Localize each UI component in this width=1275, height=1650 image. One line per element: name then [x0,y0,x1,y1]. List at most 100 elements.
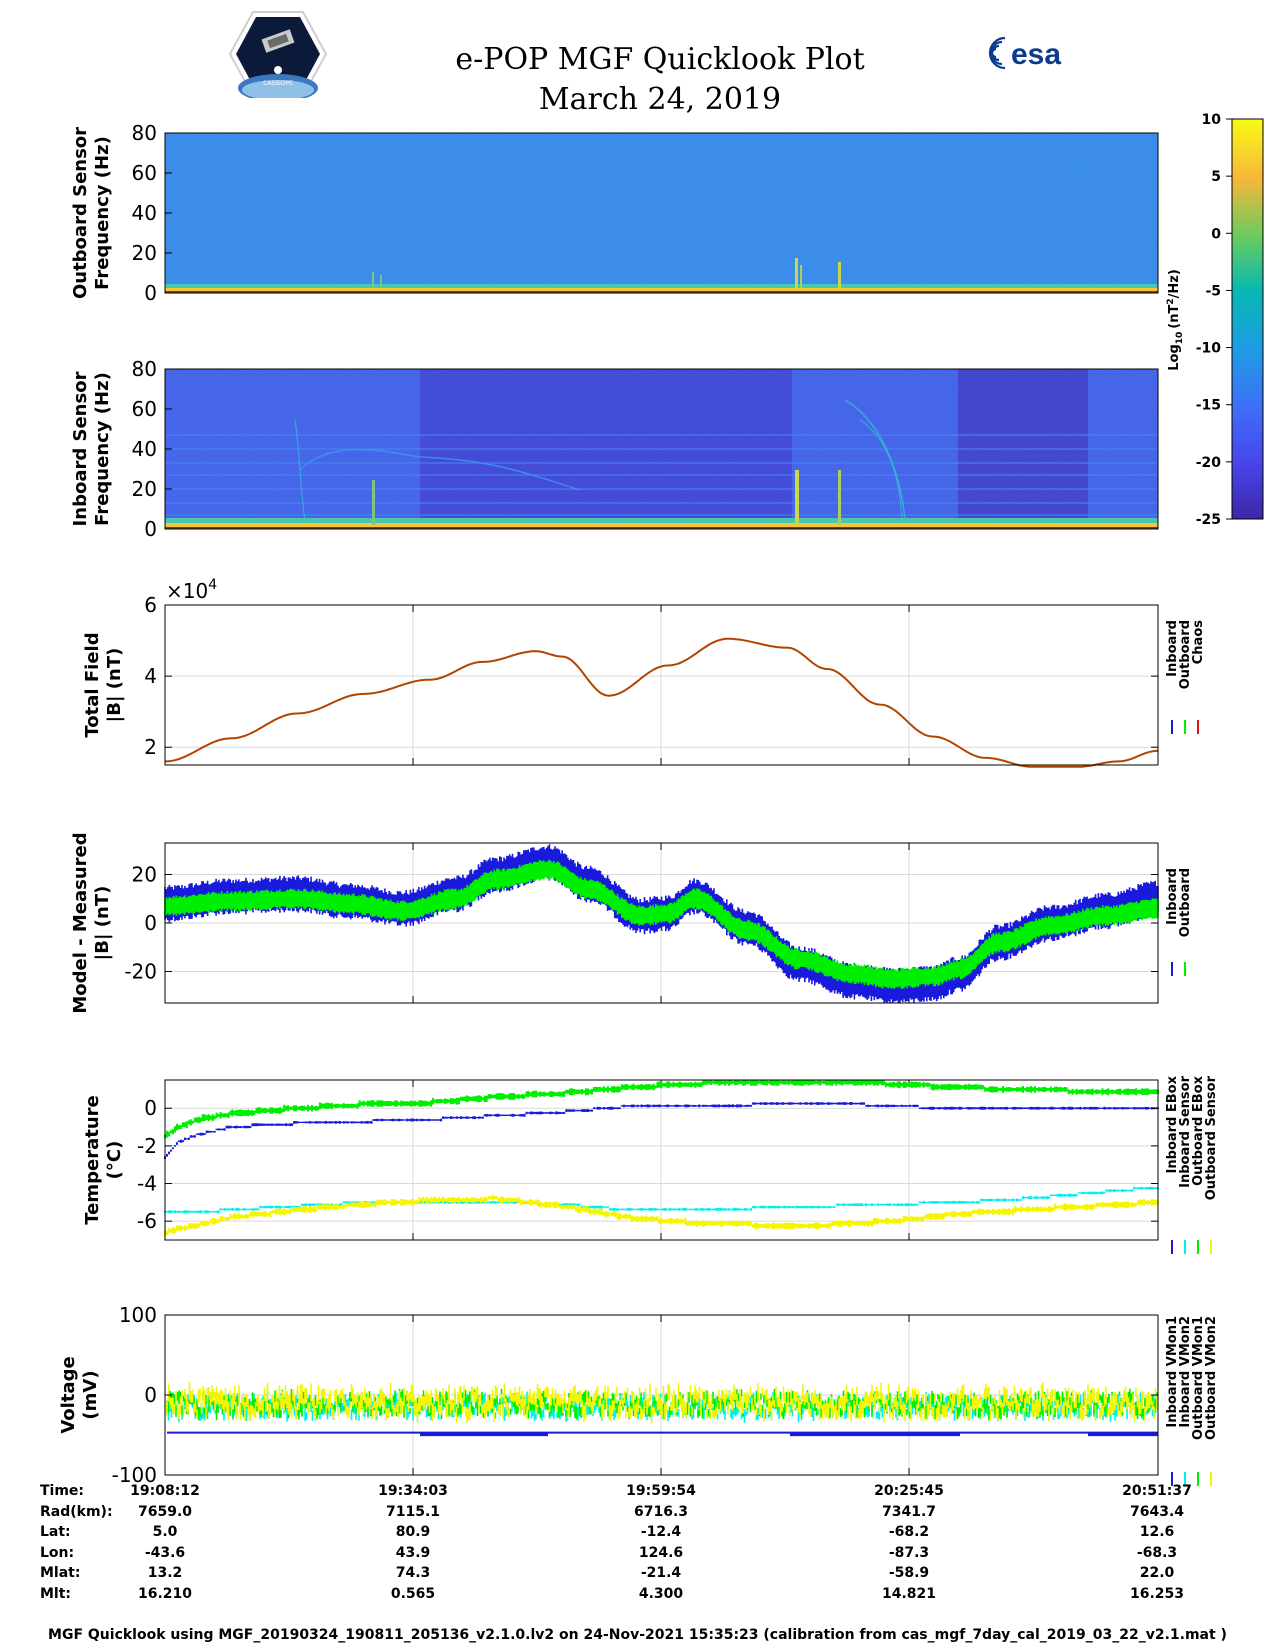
y-tick-label: -100 [112,1463,157,1487]
legend-label: Inboard VMon1 [1165,1316,1180,1428]
model-measured-plot: -20 0 20 Model - Measured|B| (nT) InboardOut… [70,832,1193,1013]
ephemeris-value: 124.6 [638,1544,684,1561]
spectrogram-1-burst-b [800,265,802,288]
colorbar-tick-label: 5 [1211,169,1221,185]
ephemeris-key: Lon: [40,1544,75,1561]
colorbar-label-exp: 2 [1166,298,1176,304]
ephemeris-value: 43.9 [395,1544,431,1561]
axis-multiplier-base: ×10 [166,579,208,603]
y-axis-label: Temperature(°C) [82,1095,125,1224]
colorbar-tick-label: 0 [1211,226,1221,242]
title-block: e-POP MGF Quicklook Plot March 24, 2019 [330,40,990,120]
colorbar-label: Log10 (nT2/Hz) [1166,269,1185,371]
y-axis-label-line1: Outboard Sensor [70,127,91,299]
spectrogram-2-harmonics [165,434,1158,516]
ephemeris-value: 0.565 [390,1585,436,1602]
legend-label: Outboard [1178,868,1193,937]
spectrogram-1-burst-e [380,275,382,288]
y-tick-label: -20 [124,959,157,983]
ephemeris-value: -68.2 [888,1524,930,1540]
ephemeris-value: 7659.0 [137,1503,193,1520]
ephemeris-value: 14.821 [881,1585,937,1602]
ephemeris-key: Time: [40,1483,85,1499]
y-tick-label: 80 [132,121,157,145]
colorbar-tick-label: -10 [1196,341,1222,357]
plot-frame [164,604,1159,766]
ephemeris-value: 7643.4 [1129,1503,1185,1520]
spectrogram-2-lowband [165,518,1158,523]
ephemeris-value: 20:25:45 [874,1483,944,1499]
spectrogram-2-dcband [165,523,1158,527]
ephemeris-value: 4.300 [638,1585,684,1602]
y-tick-label: 0 [144,1383,157,1407]
ephemeris-table: Time: Rad(km): Lat: Lon: Mlat: Mlt: 19:08:12 76… [0,1483,1275,1623]
ephemeris-key: Lat: [40,1524,71,1540]
legend-label: Inboard [1165,620,1180,677]
y-tick-label: 0 [144,517,157,541]
ephemeris-value: 16.210 [137,1585,193,1602]
temperature-plot: -6 -4 -2 0 Temperature(°C) Inboard EBoxInboar… [82,1075,1219,1254]
ephemeris-value: 19:08:12 [130,1483,200,1499]
ephemeris-value: 12.6 [1139,1524,1175,1540]
inboard-spectrogram-axis: 0 20 40 60 80 Inboard SensorFrequency (Hz) [70,357,172,541]
cassiope-text: CASSIOPE [263,80,293,87]
colorbar-tick-label: 10 [1202,112,1222,128]
colorbar-tick-label: -15 [1196,398,1221,414]
y-axis-label-line1: Inboard Sensor [70,371,91,526]
y-tick-label: 0 [144,911,157,935]
y-tick-label: 60 [132,397,157,421]
page-title: e-POP MGF Quicklook Plot [455,42,865,77]
y-axis-label-line2: |B| (nT) [104,648,125,723]
ephemeris-value: 22.0 [1139,1565,1175,1581]
legend-label: Outboard VMon1 [1191,1316,1206,1440]
colorbar-tick-label: -25 [1196,512,1221,528]
spectrogram-2-dcline [165,527,1158,529]
legend-label: Outboard Sensor [1204,1075,1219,1200]
outboard-spectrogram-axis: 0 20 40 60 80 Outboard SensorFrequency (Hz) [70,121,172,305]
ephemeris-value: 16.253 [1129,1585,1185,1602]
y-axis-label: Outboard SensorFrequency (Hz) [70,127,113,299]
y-tick-label: 4 [144,664,157,688]
ephemeris-value: -43.6 [144,1544,186,1561]
axis-multiplier-exp: 4 [208,577,217,593]
y-tick-label: 20 [132,863,157,887]
ephemeris-value: -58.9 [888,1565,930,1581]
spectrogram-2-burst-c [372,480,375,525]
y-tick-label: 0 [144,1096,157,1120]
spectrogram-2-whistler-1 [299,448,581,491]
colorbar-tick-label: -5 [1205,283,1221,299]
y-tick-label: -6 [137,1209,157,1233]
axis-multiplier: ×104 [166,577,217,603]
y-axis-label-line2: Frequency (Hz) [92,136,113,290]
y-axis-label: Voltage(mV) [58,1356,101,1433]
spectrogram-2-burst-b [838,470,841,525]
ephemeris-value: 6716.3 [633,1503,689,1520]
y-axis-label: Model - Measured|B| (nT) [70,832,113,1013]
ephemeris-value: 19:59:54 [626,1483,696,1499]
spectrogram-1-dcline [165,291,1158,293]
plot-frame [164,1079,1159,1241]
y-tick-label: 80 [132,357,157,381]
y-tick-label: 100 [119,1303,157,1327]
y-axis-label-line1: Voltage [58,1356,79,1433]
y-axis-label-line2: |B| (nT) [92,886,113,961]
legend-label: Inboard EBox [1165,1075,1180,1173]
y-tick-label: 40 [132,201,157,225]
esa-text: esa [1011,38,1061,71]
spectrogram-1-burst-a [795,258,798,288]
colorbar-label-tail: /Hz) [1167,269,1182,298]
y-tick-label: 2 [144,735,157,759]
spectrogram-1-burst-d [372,272,374,288]
ephemeris-value: 19:34:03 [378,1483,448,1499]
y-tick-label: 20 [132,241,157,265]
y-tick-label: 6 [144,593,157,617]
series-outboard-vmon2 [166,1382,1158,1424]
y-tick-label: 40 [132,437,157,461]
y-axis-label-line1: Total Field [82,632,103,737]
esa-logo: esa [975,30,1095,76]
colorbar-gradient [1231,118,1264,520]
page-date: March 24, 2019 [538,82,782,117]
legend-label: Inboard Sensor [1178,1075,1193,1187]
